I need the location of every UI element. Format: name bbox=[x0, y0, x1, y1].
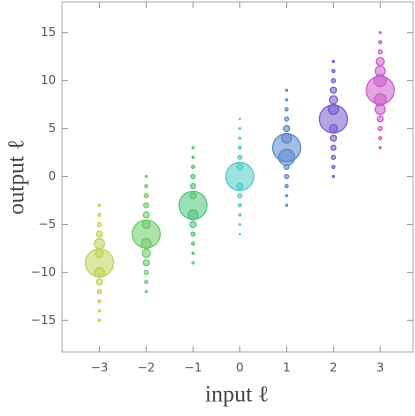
x-tick-label: −3 bbox=[91, 361, 109, 375]
y-tick-label: 5 bbox=[48, 121, 56, 135]
bubble bbox=[95, 230, 104, 238]
y-tick-label: −10 bbox=[31, 265, 56, 279]
bubble bbox=[191, 155, 195, 159]
bubble bbox=[378, 146, 382, 150]
bubble bbox=[331, 59, 336, 64]
bubble bbox=[376, 115, 384, 123]
bubble bbox=[142, 211, 150, 219]
bubble bbox=[238, 117, 242, 121]
bubble bbox=[377, 49, 383, 55]
x-tick-label: −2 bbox=[137, 361, 155, 375]
bubble bbox=[374, 65, 386, 77]
bubble bbox=[284, 184, 289, 189]
bubble bbox=[237, 203, 242, 208]
bubble bbox=[190, 231, 196, 237]
y-tick-label: 10 bbox=[41, 73, 56, 87]
bubble bbox=[238, 223, 242, 226]
bubble bbox=[285, 203, 289, 207]
bubble bbox=[96, 221, 103, 228]
bubble bbox=[375, 56, 385, 67]
bubble bbox=[97, 299, 102, 304]
bubble bbox=[285, 194, 289, 198]
bubble bbox=[328, 95, 339, 105]
y-tick-label: −5 bbox=[38, 217, 56, 231]
bubble bbox=[331, 174, 336, 179]
bubble bbox=[97, 318, 102, 322]
y-tick-label: 0 bbox=[48, 169, 56, 183]
bubble bbox=[238, 213, 242, 217]
bubble bbox=[143, 202, 150, 209]
x-axis-label: input ℓ bbox=[205, 381, 269, 406]
bubble bbox=[285, 88, 289, 92]
y-axis-label: output ℓ bbox=[3, 139, 28, 215]
bubble bbox=[144, 184, 149, 189]
bubble bbox=[141, 248, 151, 258]
bubble bbox=[330, 144, 337, 151]
bubble bbox=[238, 136, 242, 140]
bubble bbox=[331, 68, 336, 74]
bubble bbox=[238, 232, 242, 236]
bubble bbox=[97, 309, 102, 313]
bubble bbox=[283, 124, 291, 133]
bubble bbox=[284, 173, 290, 180]
bubble bbox=[378, 136, 383, 141]
bubble bbox=[329, 86, 338, 94]
bubble bbox=[281, 132, 293, 144]
bubble bbox=[97, 203, 102, 207]
y-tick-label: −15 bbox=[31, 313, 56, 327]
bubble bbox=[377, 125, 383, 132]
y-tick-label: 15 bbox=[41, 25, 56, 39]
bubble bbox=[378, 40, 383, 45]
bubble bbox=[284, 107, 289, 112]
bubble bbox=[144, 279, 149, 285]
x-tick-label: 3 bbox=[376, 361, 384, 375]
bubble bbox=[189, 192, 197, 200]
bubble bbox=[237, 154, 243, 160]
bubble bbox=[144, 289, 148, 294]
bubble bbox=[327, 103, 340, 115]
bubble bbox=[236, 163, 244, 171]
bubble bbox=[96, 288, 103, 295]
x-tick-label: 1 bbox=[283, 361, 291, 375]
bubble bbox=[93, 238, 106, 250]
bubble bbox=[94, 248, 105, 258]
bubble bbox=[190, 241, 196, 246]
bubble bbox=[191, 251, 195, 255]
bubble bbox=[329, 134, 338, 142]
bubble bbox=[238, 127, 242, 130]
x-tick-label: 0 bbox=[236, 361, 244, 375]
bubble bbox=[237, 145, 242, 150]
bubble bbox=[143, 269, 149, 276]
bubble bbox=[143, 193, 149, 199]
bubble bbox=[95, 278, 104, 286]
bubble bbox=[191, 261, 195, 265]
bubble bbox=[225, 161, 255, 192]
bubble bbox=[190, 173, 196, 180]
bubble bbox=[97, 212, 102, 217]
bubble bbox=[144, 174, 148, 179]
bubble bbox=[378, 31, 382, 35]
bubble bbox=[191, 146, 195, 150]
bubble bbox=[331, 164, 336, 170]
bubble bbox=[189, 220, 197, 229]
bubble bbox=[330, 78, 337, 84]
bubble bbox=[285, 98, 289, 102]
bubble bbox=[141, 219, 151, 230]
bubble bbox=[237, 193, 243, 199]
bubble bbox=[189, 183, 197, 190]
x-tick-label: 2 bbox=[330, 361, 338, 375]
bubble bbox=[284, 116, 290, 122]
x-tick-label: −1 bbox=[184, 361, 202, 375]
bubble bbox=[330, 154, 337, 160]
bubble bbox=[190, 164, 196, 170]
bubble bbox=[142, 259, 150, 267]
bubble bbox=[178, 190, 208, 220]
